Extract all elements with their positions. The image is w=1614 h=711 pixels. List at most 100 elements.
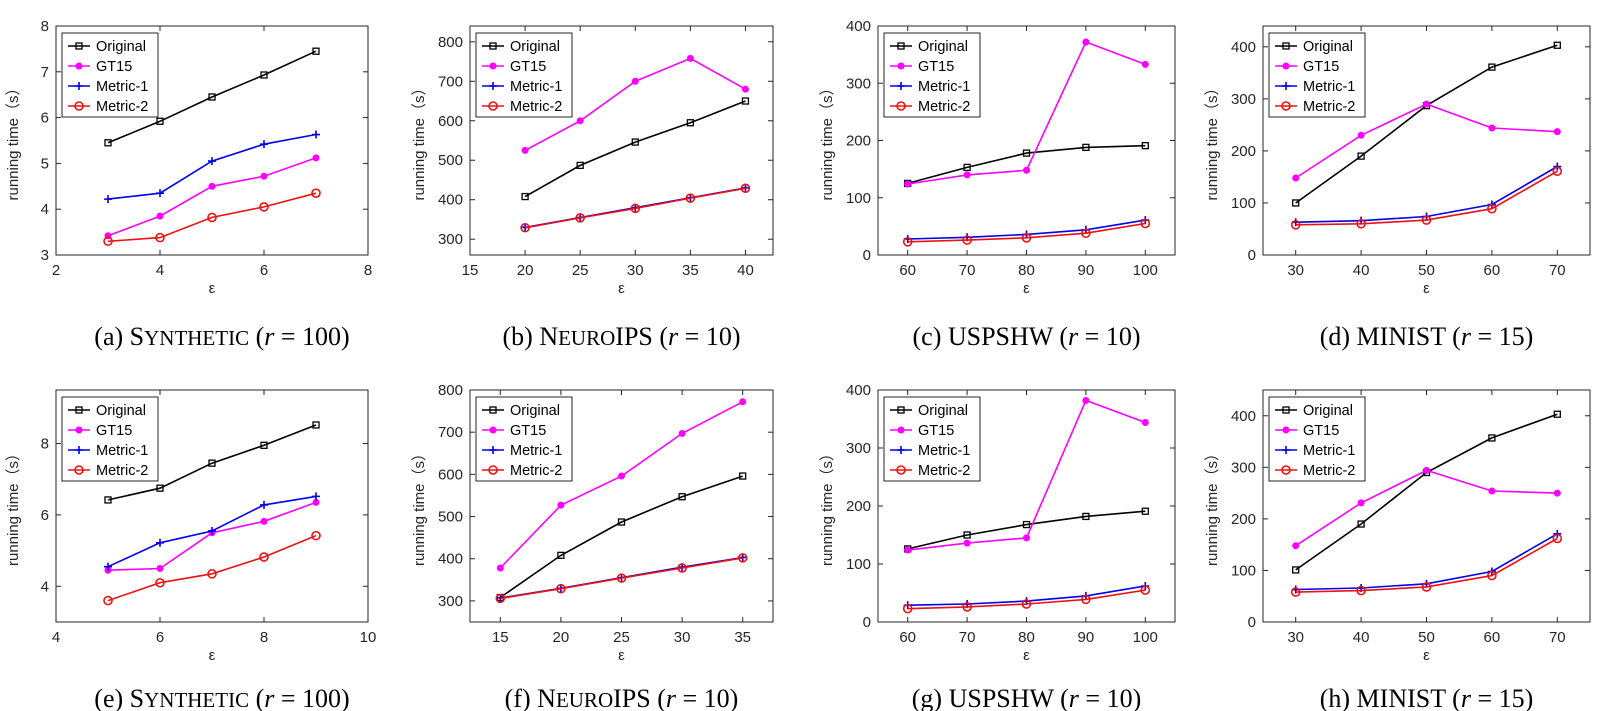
legend-marker	[1281, 101, 1291, 111]
plot-area-frame	[55, 389, 369, 623]
x-axis-label: ε	[1423, 647, 1430, 664]
data-point-original	[1082, 143, 1090, 152]
data-point-original	[686, 119, 695, 127]
legend-marker	[489, 82, 497, 90]
series-line-original	[907, 510, 1146, 550]
data-point-original	[104, 496, 112, 504]
x-tick-label: 70	[1549, 629, 1566, 646]
x-tick-label: 25	[572, 262, 589, 279]
data-point-gt15	[1423, 100, 1430, 108]
data-point-original	[1022, 149, 1031, 157]
x-tick-label: 60	[1484, 629, 1501, 646]
chart-panel-6: 15 20 25 30 35 300 400 500 600 700 800 ε running tim…	[411, 382, 774, 711]
legend-marker	[1282, 446, 1290, 454]
data-point-original	[617, 518, 626, 526]
x-tick-label: 30	[1287, 262, 1304, 279]
data-point-metric-2	[1356, 218, 1366, 229]
x-tick-label: 60	[899, 262, 916, 279]
legend-frame	[475, 396, 573, 482]
data-point-original	[1292, 199, 1300, 207]
data-point-gt15	[741, 85, 749, 93]
data-point-metric-1	[312, 130, 320, 139]
x-tick-label: 50	[1418, 629, 1435, 646]
series-line-metric-2	[524, 187, 746, 229]
y-tick-label: 0	[1248, 614, 1256, 631]
y-tick-label: 400	[438, 192, 463, 209]
data-point-gt15	[678, 429, 686, 437]
legend-label: Metric-2	[1303, 99, 1355, 115]
data-point-gt15	[521, 146, 529, 154]
legend-label: GT15	[918, 423, 954, 439]
subfigure-caption: (h) MINIST (r = 15)	[1320, 684, 1534, 711]
data-point-original	[963, 531, 971, 539]
data-point-original	[741, 97, 750, 105]
data-point-metric-2	[556, 583, 566, 594]
legend-frame	[883, 32, 981, 118]
x-tick-label: 30	[627, 262, 644, 279]
legend-marker	[75, 82, 83, 90]
data-point-metric-2	[902, 237, 913, 247]
data-point-gt15	[1357, 499, 1365, 507]
data-point-metric-2	[155, 232, 165, 243]
data-point-gt15	[963, 539, 971, 547]
data-point-gt15	[1553, 128, 1561, 136]
legend: Original GT15 Metric-1 Metric-2	[475, 32, 573, 118]
legend-label: Metric-1	[918, 443, 970, 459]
x-tick-label: 80	[1018, 629, 1035, 646]
data-point-original	[1488, 63, 1496, 71]
legend-label: Original	[1303, 403, 1353, 419]
data-point-gt15	[1082, 38, 1090, 46]
y-axis-label: running time（s）	[819, 446, 836, 566]
y-tick-label: 0	[863, 614, 871, 631]
data-point-original	[312, 421, 320, 429]
y-tick-label: 300	[846, 75, 871, 92]
legend-marker	[1282, 82, 1290, 90]
data-point-metric-1	[312, 492, 320, 501]
data-point-original	[208, 459, 216, 467]
y-tick-label: 600	[438, 466, 463, 483]
legend-marker	[75, 426, 83, 434]
data-point-gt15	[1357, 131, 1365, 139]
x-tick-label: 70	[1549, 262, 1566, 279]
data-point-gt15	[260, 172, 268, 180]
subfigure-caption: (e) SYNTHETIC (r = 100)	[94, 684, 349, 711]
data-point-metric-2	[1140, 585, 1151, 595]
x-tick-label: 10	[360, 629, 377, 646]
data-point-metric-2	[1421, 215, 1432, 225]
legend-frame	[61, 32, 159, 118]
data-point-gt15	[904, 546, 912, 554]
data-point-gt15	[496, 564, 504, 572]
x-tick-label: 4	[156, 262, 164, 279]
y-tick-label: 600	[438, 113, 463, 130]
x-tick-label: 35	[682, 262, 699, 279]
data-point-metric-2	[520, 222, 530, 233]
series-line-original	[907, 144, 1146, 185]
data-point-gt15	[904, 180, 912, 188]
data-point-metric-2	[1552, 166, 1563, 177]
data-point-metric-2	[1487, 203, 1497, 214]
x-axis-label: ε	[1023, 280, 1030, 297]
data-point-metric-2	[1290, 220, 1301, 230]
x-tick-label: 40	[737, 262, 754, 279]
data-point-gt15	[1553, 489, 1561, 497]
legend-label: GT15	[918, 59, 954, 75]
y-tick-label: 300	[438, 231, 463, 248]
data-point-metric-2	[616, 573, 627, 583]
x-tick-label: 20	[553, 629, 570, 646]
x-tick-label: 20	[517, 262, 534, 279]
y-tick-label: 200	[1231, 511, 1256, 528]
series-line-metric-2	[1295, 537, 1558, 593]
legend-marker	[489, 406, 497, 414]
y-tick-label: 700	[438, 424, 463, 441]
legend-label: GT15	[96, 423, 132, 439]
data-point-metric-2	[962, 235, 972, 245]
legend-marker	[897, 406, 905, 414]
data-point-gt15	[1023, 166, 1030, 174]
data-point-gt15	[739, 398, 747, 406]
data-point-gt15	[156, 564, 164, 572]
legend-frame	[1268, 32, 1366, 118]
legend-marker	[897, 62, 905, 70]
legend-marker	[489, 446, 497, 454]
data-point-metric-1	[104, 195, 112, 204]
legend-label: Metric-1	[1303, 79, 1355, 95]
